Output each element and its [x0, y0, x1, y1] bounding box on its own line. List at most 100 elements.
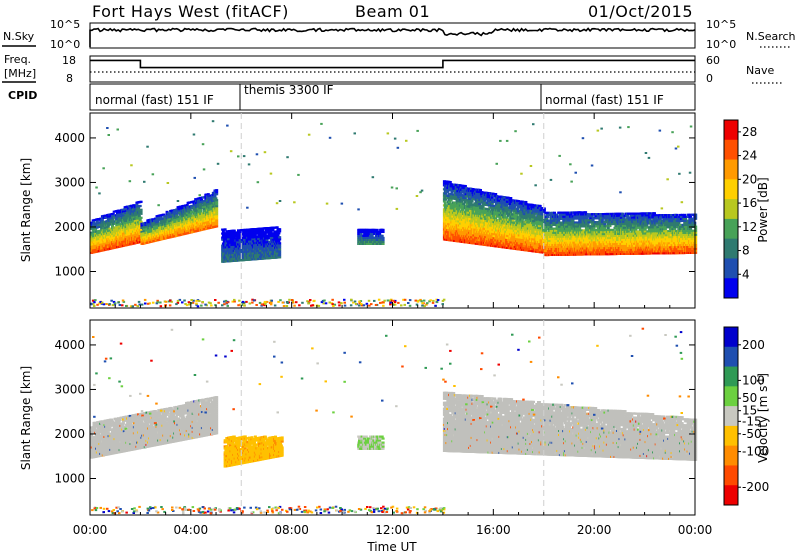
echo-cell	[459, 206, 463, 209]
echo-cell	[381, 230, 385, 233]
echo-cell	[150, 226, 154, 229]
nave-label: Nave	[746, 64, 774, 77]
echo-cell	[473, 212, 477, 215]
echo-cell	[135, 209, 139, 212]
echo-cell	[278, 228, 282, 231]
echo-cell	[456, 192, 460, 195]
echo-cell	[374, 230, 377, 233]
echo-cell	[129, 212, 133, 216]
echo-cell	[139, 200, 143, 203]
echo-cell	[475, 196, 479, 199]
echo-cell	[253, 234, 257, 237]
echo-cell	[135, 205, 139, 208]
echo-cell	[109, 219, 113, 222]
echo-cell	[233, 233, 237, 236]
echo-cell	[171, 209, 175, 212]
echo-cell	[112, 210, 116, 213]
noise-right-tick-bottom: 10^0	[706, 38, 736, 51]
echo-cell	[227, 238, 230, 241]
echo-cell	[196, 197, 200, 200]
echo-cell	[453, 205, 457, 208]
echo-cell	[449, 183, 453, 186]
echo-cell	[227, 232, 230, 235]
echo-cell	[477, 196, 481, 199]
echo-cell	[215, 207, 219, 210]
echo-cell	[173, 211, 177, 214]
echo-cell	[175, 210, 179, 213]
echo-cell	[215, 201, 219, 204]
echo-cell	[484, 201, 488, 204]
echo-cell	[227, 236, 230, 239]
echo-cell	[131, 212, 135, 215]
echo-cell	[454, 197, 458, 200]
echo-cell	[148, 223, 151, 226]
echo-cell	[495, 203, 498, 206]
echo-cell	[483, 195, 487, 198]
echo-cell	[482, 197, 486, 200]
echo-cell	[455, 193, 459, 197]
echo-cell	[206, 197, 210, 200]
echo-cell	[478, 190, 482, 194]
echo-cell	[453, 207, 456, 210]
echo-cell	[273, 230, 277, 233]
echo-cell	[188, 207, 192, 210]
noise-panel: N.Sky 10^5 10^0 10^5 10^0 N.Search	[2, 18, 796, 51]
freq-tick-bottom: 8	[66, 72, 73, 85]
echo-cell	[161, 219, 165, 222]
echo-cell	[464, 205, 468, 208]
echo-cell	[234, 235, 238, 238]
echo-cell	[221, 232, 225, 235]
echo-cell	[111, 219, 114, 222]
echo-cell	[204, 197, 208, 200]
echo-cell	[130, 204, 134, 207]
echo-cell	[119, 215, 123, 218]
echo-cell	[443, 206, 447, 209]
echo-cell	[466, 191, 470, 194]
echo-cell	[118, 225, 122, 228]
echo-cell	[230, 239, 234, 242]
echo-cell	[490, 206, 494, 209]
echo-cell	[92, 221, 96, 224]
echo-cell	[215, 193, 219, 196]
echo-cell	[151, 224, 155, 227]
echo-cell	[237, 229, 240, 232]
echo-cell	[132, 216, 135, 219]
cpid-label: CPID	[8, 89, 37, 102]
echo-cell	[127, 215, 131, 218]
echo-cell	[482, 211, 486, 214]
echo-cell	[156, 223, 160, 226]
echo-cell	[479, 189, 482, 192]
echo-cell	[228, 242, 232, 245]
echo-cell	[503, 214, 507, 217]
cpid-segment-2: themis 3300 IF	[244, 83, 334, 97]
echo-cell	[149, 220, 153, 223]
beam-label: Beam 01	[355, 2, 430, 21]
echo-cell	[495, 213, 498, 216]
echo-cell	[100, 217, 104, 220]
echo-cell	[486, 214, 490, 217]
echo-cell	[174, 218, 178, 221]
echo-cell	[204, 201, 208, 204]
echo-cell	[461, 186, 465, 189]
echo-cell	[225, 238, 229, 241]
echo-cell	[497, 205, 501, 208]
echo-cell	[137, 207, 141, 210]
echo-cell	[274, 240, 278, 243]
echo-cell	[134, 207, 138, 210]
echo-cell	[121, 208, 125, 211]
echo-cell	[107, 221, 111, 224]
echo-cell	[179, 207, 183, 210]
echo-cell	[103, 222, 107, 225]
echo-cell	[491, 200, 495, 203]
echo-cell	[215, 217, 219, 220]
echo-cell	[481, 203, 485, 206]
echo-cell	[129, 220, 133, 224]
echo-cell	[235, 239, 239, 242]
echo-cell	[448, 200, 451, 204]
echo-cell	[381, 242, 385, 245]
echo-cell	[168, 212, 172, 215]
echo-cell	[232, 239, 236, 242]
echo-cell	[446, 190, 450, 193]
echo-cell	[468, 199, 472, 202]
echo-cell	[463, 185, 467, 188]
